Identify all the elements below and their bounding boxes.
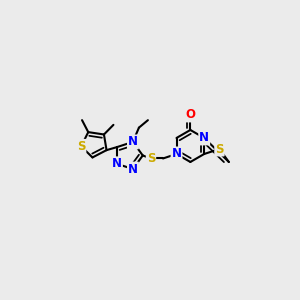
Text: O: O [185,109,195,122]
Text: S: S [147,152,155,165]
Text: N: N [128,135,138,148]
Text: N: N [199,131,209,145]
Text: N: N [128,163,138,176]
Text: N: N [172,148,182,160]
Text: N: N [112,157,122,170]
Text: S: S [77,140,85,153]
Text: S: S [215,142,224,155]
